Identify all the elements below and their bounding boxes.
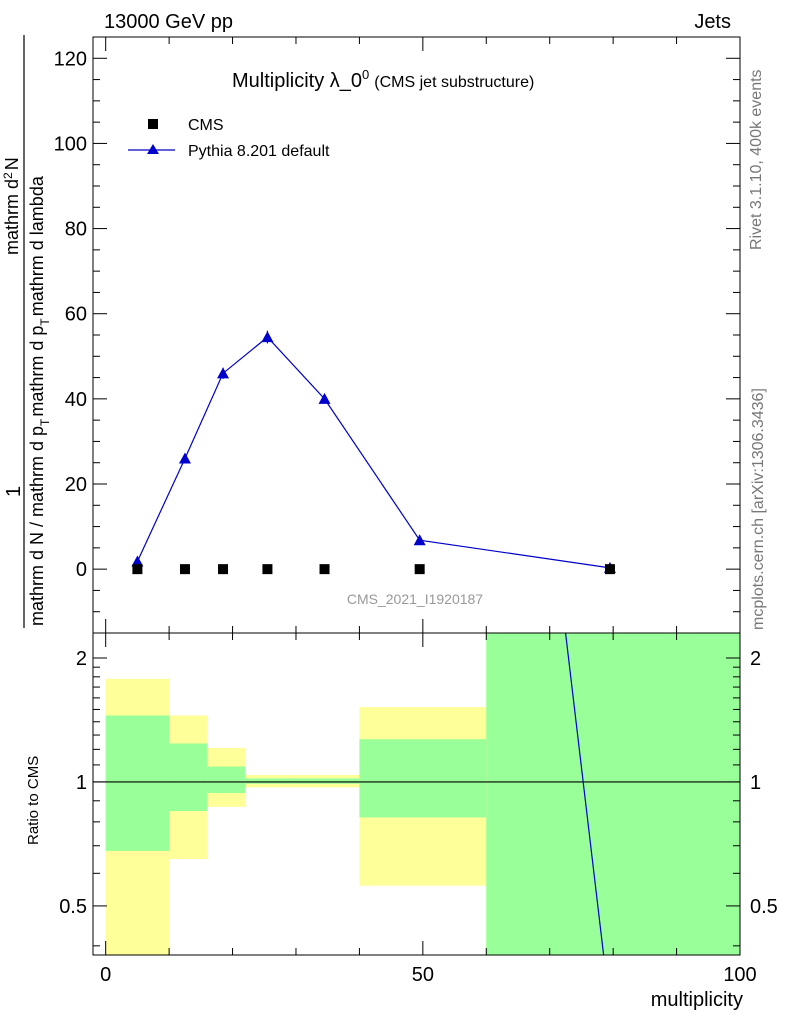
ratio-xtick-label: 50 xyxy=(412,964,434,986)
ylabel-top-sup: 2 xyxy=(1,172,15,179)
ratio-band-green xyxy=(245,778,296,784)
ylabel-den-a-sub: T xyxy=(38,418,52,426)
cms-point xyxy=(414,564,425,575)
main-ytick-label: 40 xyxy=(65,389,87,411)
analysis-watermark: CMS_2021_I1920187 xyxy=(347,591,483,607)
main-ytick-label: 20 xyxy=(65,474,87,496)
rivet-label: Rivet 3.1.10, 400k events xyxy=(748,69,765,250)
main-ytick-label: 100 xyxy=(54,133,87,155)
ratio-ytick-label: 2 xyxy=(76,648,87,670)
cms-point xyxy=(319,564,330,575)
ylabel-den-c: mathrm d lambda xyxy=(27,175,47,316)
ylabel-den-b: mathrm d p xyxy=(27,326,47,417)
source-label: mcplots.cern.ch [arXiv:1306.3436] xyxy=(750,388,767,630)
ylabel-top-end: N xyxy=(2,157,22,170)
pythia-point xyxy=(131,555,144,567)
header-right: Jets xyxy=(694,11,731,33)
header-left: 13000 GeV pp xyxy=(104,11,233,33)
chart-title: Multiplicity λ_00 (CMS jet substructure) xyxy=(232,67,534,92)
pythia-line xyxy=(136,336,611,569)
main-ytick-label: 120 xyxy=(54,48,87,70)
pythia-point xyxy=(413,534,426,546)
ratio-band-green xyxy=(359,739,487,818)
legend-cms-marker xyxy=(148,119,158,129)
main-ytick-label: 80 xyxy=(65,219,87,241)
ratio-ylabel: Ratio to CMS xyxy=(25,756,42,845)
chart-title-main: Multiplicity λ_0 xyxy=(232,70,362,92)
ylabel-denominator: mathrm d N / mathrm d pTmathrm d pTmathr… xyxy=(27,175,52,626)
cms-point xyxy=(218,564,229,575)
ylabel-den-b-sub: T xyxy=(38,318,52,326)
ratio-xtick-label: 0 xyxy=(100,964,111,986)
ratio-band-green xyxy=(169,743,208,812)
ratio-plot: 0.5 0.5 1 1 2 2 0 50 100 Ratio to CMS multiplici… xyxy=(25,632,778,1011)
ratio-band-green xyxy=(486,633,740,955)
ratio-xtick-label: 100 xyxy=(723,964,756,986)
legend: CMS Pythia 8.201 default xyxy=(128,117,330,160)
pythia-point xyxy=(318,392,331,404)
legend-cms-label: CMS xyxy=(188,117,224,134)
cms-point xyxy=(179,564,190,575)
ylabel-numerator: 1 xyxy=(3,486,25,497)
ratio-pythia-line xyxy=(564,632,605,956)
ratio-band-green xyxy=(207,766,246,794)
cms-point xyxy=(262,564,273,575)
ratio-frame xyxy=(92,632,741,956)
main-ylabel: 1 mathrm d N / mathrm d pTmathrm d pTmat… xyxy=(1,35,52,628)
ylabel-top-a: mathrm d xyxy=(2,179,22,255)
chart-title-sup: 0 xyxy=(362,67,369,82)
ratio-band-green xyxy=(105,715,170,851)
ratio-band-green xyxy=(295,778,360,784)
ylabel-top: mathrm d2 N xyxy=(1,157,22,255)
pythia-point xyxy=(217,367,230,379)
main-ytick-label: 60 xyxy=(65,304,87,326)
cms-point xyxy=(132,564,143,575)
ratio-ytick-label-right: 1 xyxy=(750,772,761,794)
ratio-ytick-label: 0.5 xyxy=(59,896,87,918)
ratio-ytick-label-right: 2 xyxy=(750,648,761,670)
legend-pythia-marker xyxy=(147,144,159,154)
chart-title-suffix: (CMS jet substructure) xyxy=(374,74,534,91)
ratio-ytick-label: 1 xyxy=(76,772,87,794)
x-axis-label: multiplicity xyxy=(651,989,743,1011)
pythia-point xyxy=(261,331,274,343)
ratio-ytick-label-right: 0.5 xyxy=(750,896,778,918)
legend-pythia-label: Pythia 8.201 default xyxy=(188,143,330,160)
main-ytick-label: 0 xyxy=(76,559,87,581)
pythia-point xyxy=(178,452,191,464)
ylabel-den-a: mathrm d N / mathrm d p xyxy=(27,426,47,626)
cms-point xyxy=(604,564,615,575)
